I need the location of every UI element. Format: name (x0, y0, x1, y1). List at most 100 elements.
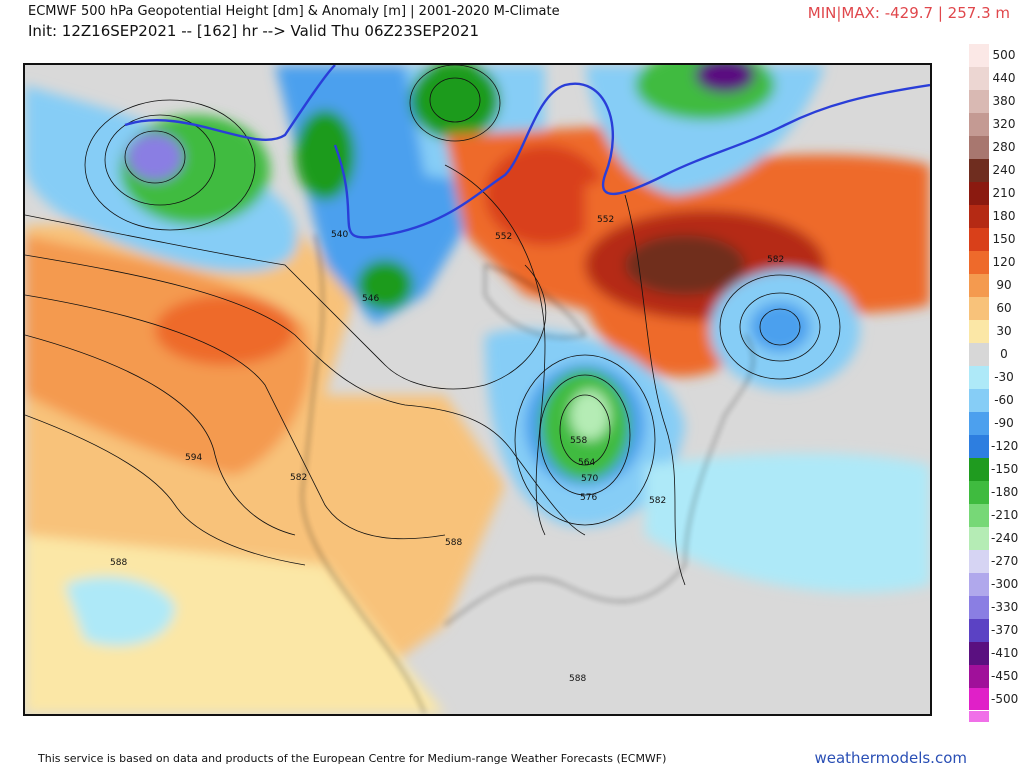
site-link[interactable]: weathermodels.com (814, 749, 967, 767)
colorbar-label: 500 (992, 48, 1016, 63)
colorbar-label: -370 (991, 623, 1019, 638)
colorbar-swatch (969, 112, 989, 136)
colorbar-step: -450 (969, 664, 1019, 688)
contour-b (25, 254, 586, 536)
colorbar-label: -120 (991, 439, 1019, 454)
colorbar-step: 380 (969, 89, 1017, 113)
contour-label: 588 (110, 558, 127, 568)
contour-d (25, 334, 296, 536)
colorbar-step: 440 (969, 66, 1017, 90)
colorbar-label: 90 (996, 278, 1012, 293)
colorbar-label: 210 (992, 186, 1016, 201)
colorbar-swatch (969, 457, 989, 481)
colorbar-step: -210 (969, 503, 1019, 527)
contour-ring-alaska-2 (104, 114, 216, 206)
contour-label: 564 (578, 458, 595, 468)
colorbar-label: 440 (992, 71, 1016, 86)
colorbar-step: 320 (969, 112, 1017, 136)
colorbar-swatch (969, 595, 989, 619)
colorbar-label: 380 (992, 94, 1016, 109)
colorbar-step: -330 (969, 595, 1018, 619)
contour-a (25, 214, 547, 390)
contour-f (444, 164, 546, 536)
southeast-cyan (645, 453, 930, 593)
colorbar-step: 210 (969, 181, 1017, 205)
colorbar-step: 180 (969, 204, 1017, 228)
colorbar-label: -30 (994, 370, 1014, 385)
colorbar-step: -120 (969, 434, 1019, 458)
contour-label: 540 (331, 230, 348, 240)
colorbar-swatch (969, 204, 989, 228)
colorbar-step: 0 (969, 342, 1017, 366)
colorbar-swatch (969, 250, 989, 274)
colorbar-swatch (969, 388, 989, 412)
colorbar-swatch (969, 66, 989, 90)
contour-labels: 540 546 552 552 564 570 576 558 582 582 … (110, 215, 784, 684)
contour-label: 552 (597, 215, 614, 225)
attribution-text: This service is based on data and produc… (38, 752, 667, 765)
colorbar-swatch (969, 503, 989, 527)
anomaly-colorbar: 500 440 380 320 280 240 210 180 150 120 90 60 30 0 -30… (969, 44, 1019, 722)
contour-540-line (124, 65, 930, 239)
hudson-bay (484, 264, 586, 339)
greenland-low-core (695, 65, 755, 93)
colorbar-swatch (969, 342, 989, 366)
colorbar-label: -410 (991, 646, 1019, 661)
colorbar-label: 240 (992, 163, 1016, 178)
contour-ring-arctic-1 (429, 77, 481, 123)
contour-g (624, 194, 686, 586)
colorbar-swatch (969, 641, 989, 665)
colorbar-label: -300 (991, 577, 1019, 592)
colorbar-swatch (969, 296, 989, 320)
colorbar-step: 240 (969, 158, 1017, 182)
labrador-ridge-center (625, 235, 745, 295)
colorbar-swatch (969, 181, 989, 205)
colorbar-step: -300 (969, 572, 1019, 596)
contour-ring-atlantic-1 (759, 308, 801, 346)
colorbar-step: -370 (969, 618, 1019, 642)
colorbar-step: 30 (969, 319, 1017, 343)
colorbar-label: -450 (991, 669, 1019, 684)
colorbar-label: -90 (994, 416, 1014, 431)
anomaly-field (25, 65, 930, 714)
hudson-warm-core (485, 145, 605, 245)
colorbar-swatch (969, 411, 989, 435)
colorbar-swatch (969, 434, 989, 458)
colorbar-swatch (969, 135, 989, 159)
colorbar-step: -180 (969, 480, 1019, 504)
contour-ring-lakes-1 (559, 394, 611, 466)
colorbar-label: 180 (992, 209, 1016, 224)
gulf-coast (444, 564, 686, 626)
run-info: Init: 12Z16SEP2021 -- [162] hr --> Valid… (28, 22, 480, 40)
contour-ring-arctic-2 (409, 65, 501, 142)
colorbar-label: -210 (991, 508, 1019, 523)
nw-canada-low (295, 110, 355, 200)
colorbar-swatch (969, 273, 989, 297)
colorbar-swatch (969, 158, 989, 182)
colorbar-step: -90 (969, 411, 1017, 435)
colorbar-swatch (969, 618, 989, 642)
colorbar-label: -180 (991, 485, 1019, 500)
colorbar-label: 320 (992, 117, 1016, 132)
colorbar-swatch (969, 89, 989, 113)
colorbar-swatch (969, 319, 989, 343)
colorbar-step: -240 (969, 526, 1018, 550)
colorbar-swatch (969, 480, 989, 504)
contour-label: 576 (580, 493, 597, 503)
colorbar-swatch (969, 710, 989, 722)
colorbar-label: -270 (991, 554, 1019, 569)
colorbar-label: 30 (996, 324, 1012, 339)
colorbar-label: 150 (992, 232, 1016, 247)
contour-ring-atlantic-2 (739, 292, 821, 362)
contour-label: 588 (569, 674, 586, 684)
contour-label: 582 (290, 473, 307, 483)
height-contours (25, 65, 841, 586)
colorbar-label: -150 (991, 462, 1019, 477)
colorbar-step: -150 (969, 457, 1019, 481)
colorbar-step: 500 (969, 44, 1017, 67)
colorbar-step: 120 (969, 250, 1017, 274)
forecast-map: 540 546 552 552 564 570 576 558 582 582 … (23, 63, 932, 716)
colorbar-swatch (969, 664, 989, 688)
colorbar-label: -60 (994, 393, 1014, 408)
colorbar-label: -500 (991, 692, 1019, 706)
